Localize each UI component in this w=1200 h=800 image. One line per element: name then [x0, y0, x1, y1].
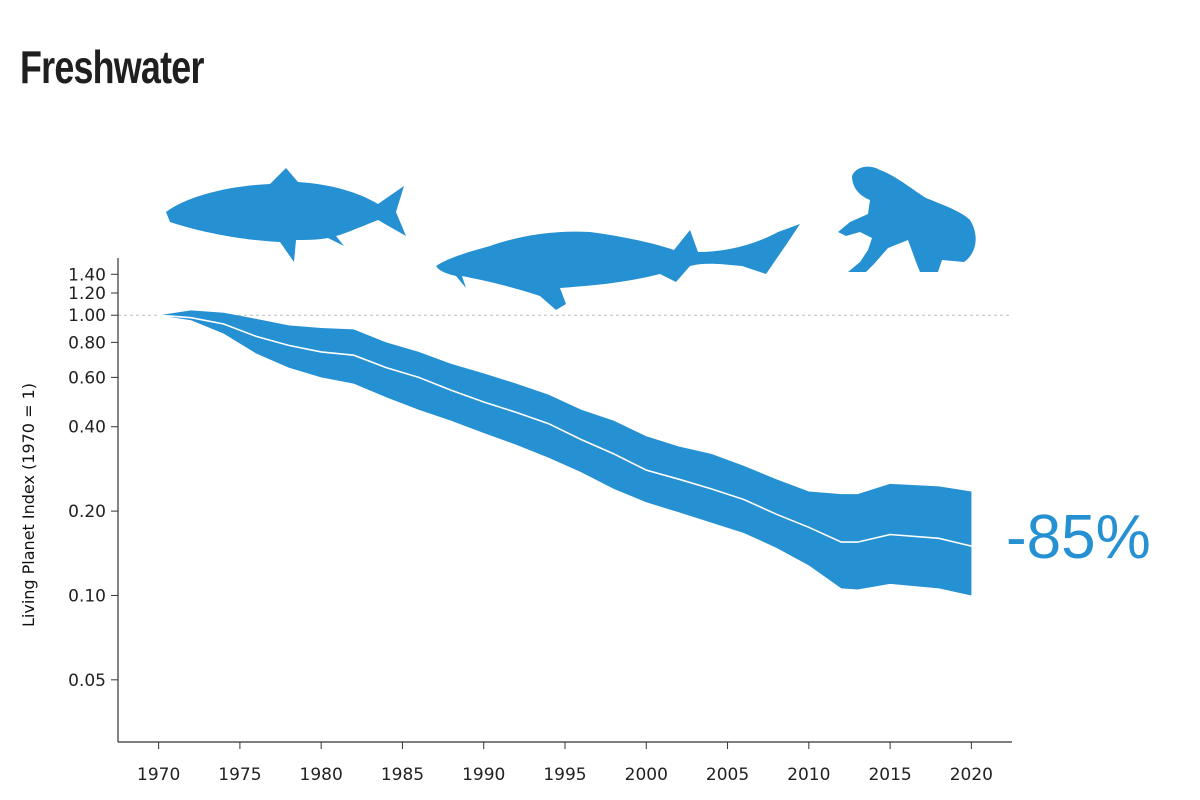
x-tick-label: 1985: [381, 765, 424, 785]
x-tick-label: 2000: [625, 765, 668, 785]
y-axis-label: Living Planet Index (1970 = 1): [19, 383, 38, 627]
y-tick-label: 0.80: [68, 333, 106, 353]
y-tick-label: 1.40: [68, 265, 106, 285]
y-tick-label: 0.40: [68, 418, 106, 438]
salmon-icon: [166, 168, 406, 262]
x-tick-label: 1995: [543, 765, 586, 785]
sturgeon-icon: [436, 224, 800, 310]
x-tick-label: 2015: [868, 765, 911, 785]
y-tick-label: 0.10: [68, 586, 106, 606]
y-tick-label: 0.05: [68, 671, 106, 691]
y-tick-label: 0.20: [68, 502, 106, 522]
x-tick-label: 2010: [787, 765, 830, 785]
x-tick-label: 2005: [706, 765, 749, 785]
y-tick-label: 1.00: [68, 306, 106, 326]
confidence-band: [158, 310, 972, 596]
x-tick-label: 1980: [300, 765, 343, 785]
x-tick-label: 1970: [137, 765, 180, 785]
x-tick-label: 1975: [218, 765, 261, 785]
chart-title: Freshwater: [20, 41, 204, 93]
y-tick-label: 0.60: [68, 368, 106, 388]
frog-icon: [838, 166, 976, 272]
change-label: -85%: [1006, 503, 1151, 572]
plot-area: 0.05 0.10 0.20 0.40 0.60 0.80 1.001.201.40 1970…: [19, 258, 1012, 785]
x-tick-label: 2020: [950, 765, 993, 785]
y-tick-label: 1.20: [68, 284, 106, 304]
index-line: [158, 314, 972, 547]
x-tick-label: 1990: [462, 765, 505, 785]
